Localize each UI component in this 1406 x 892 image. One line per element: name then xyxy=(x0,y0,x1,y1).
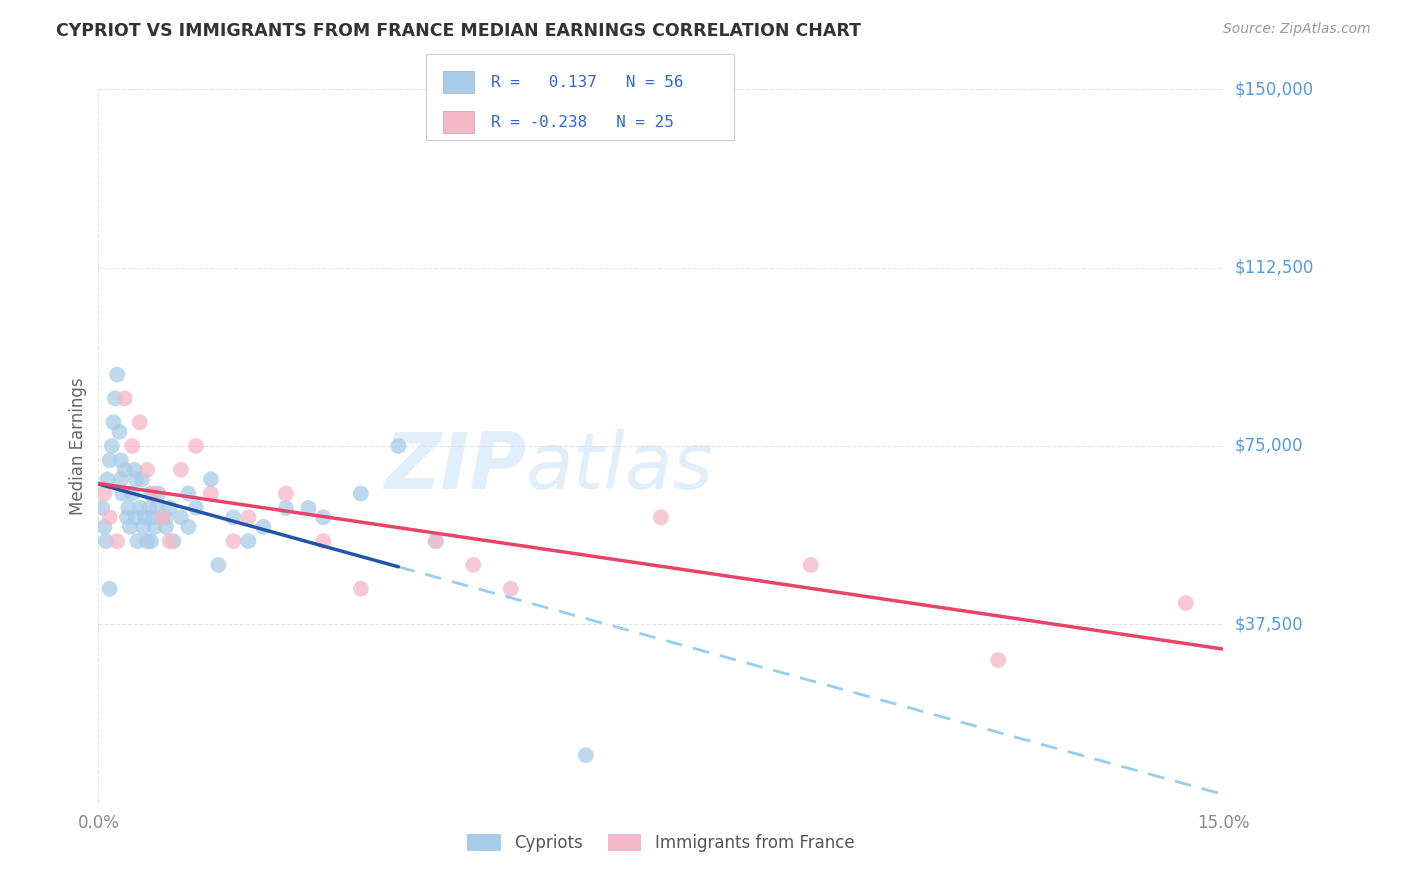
Point xyxy=(387,439,409,453)
Point xyxy=(139,486,162,500)
Point xyxy=(150,510,173,524)
Point xyxy=(136,463,159,477)
Point xyxy=(222,510,245,524)
Point xyxy=(121,439,143,453)
Point xyxy=(575,748,598,763)
Point xyxy=(184,500,207,515)
Text: $75,000: $75,000 xyxy=(1234,437,1303,455)
Point xyxy=(93,520,115,534)
Point xyxy=(177,520,200,534)
Point xyxy=(200,486,222,500)
Point xyxy=(155,520,177,534)
Point xyxy=(141,510,163,524)
Point xyxy=(132,520,155,534)
Point xyxy=(105,534,128,549)
Point xyxy=(105,368,128,382)
Point xyxy=(121,486,143,500)
Legend: Cypriots, Immigrants from France: Cypriots, Immigrants from France xyxy=(461,827,860,859)
Point xyxy=(1174,596,1197,610)
Point xyxy=(124,463,146,477)
Point xyxy=(143,520,166,534)
Point xyxy=(162,534,184,549)
Point xyxy=(155,510,177,524)
Point xyxy=(125,472,148,486)
Point xyxy=(96,472,118,486)
Point xyxy=(177,486,200,500)
Point xyxy=(104,392,127,406)
Point xyxy=(136,534,159,549)
Point xyxy=(274,500,297,515)
Point xyxy=(117,500,139,515)
Point xyxy=(297,500,319,515)
Point xyxy=(118,520,141,534)
Point xyxy=(146,500,169,515)
Text: R =   0.137   N = 56: R = 0.137 N = 56 xyxy=(491,75,683,89)
Point xyxy=(98,510,121,524)
Point xyxy=(207,558,229,572)
Text: Source: ZipAtlas.com: Source: ZipAtlas.com xyxy=(1223,22,1371,37)
Point xyxy=(159,500,181,515)
Point xyxy=(111,486,134,500)
Point xyxy=(125,510,148,524)
Point xyxy=(650,510,672,524)
Text: atlas: atlas xyxy=(526,429,714,506)
Text: CYPRIOT VS IMMIGRANTS FROM FRANCE MEDIAN EARNINGS CORRELATION CHART: CYPRIOT VS IMMIGRANTS FROM FRANCE MEDIAN… xyxy=(56,22,862,40)
Point xyxy=(463,558,485,572)
Point xyxy=(222,534,245,549)
Point xyxy=(499,582,522,596)
Point xyxy=(252,520,274,534)
Point xyxy=(91,500,114,515)
Point xyxy=(131,472,153,486)
Text: ZIP: ZIP xyxy=(384,429,526,506)
Point xyxy=(98,582,121,596)
Point xyxy=(101,439,124,453)
Text: R = -0.238   N = 25: R = -0.238 N = 25 xyxy=(491,115,673,129)
Point xyxy=(148,486,170,500)
Point xyxy=(110,472,132,486)
Point xyxy=(94,534,117,549)
Point xyxy=(103,415,125,429)
Text: $37,500: $37,500 xyxy=(1234,615,1303,633)
Point xyxy=(200,472,222,486)
Point xyxy=(128,500,150,515)
Point xyxy=(184,439,207,453)
Point xyxy=(139,534,162,549)
Point xyxy=(238,510,260,524)
Point xyxy=(800,558,823,572)
Point xyxy=(110,453,132,467)
Point xyxy=(350,486,373,500)
Point xyxy=(425,534,447,549)
Point xyxy=(312,510,335,524)
Point xyxy=(128,415,150,429)
Point xyxy=(108,425,131,439)
Point xyxy=(159,534,181,549)
Point xyxy=(170,510,193,524)
Point xyxy=(93,486,115,500)
Point xyxy=(138,500,160,515)
Point xyxy=(115,510,138,524)
Point xyxy=(143,486,166,500)
Y-axis label: Median Earnings: Median Earnings xyxy=(69,377,87,515)
Point xyxy=(150,510,173,524)
Point xyxy=(114,463,136,477)
Point xyxy=(350,582,373,596)
Point xyxy=(170,463,193,477)
Point xyxy=(238,534,260,549)
Point xyxy=(987,653,1010,667)
Point xyxy=(274,486,297,500)
Point xyxy=(127,534,149,549)
Point xyxy=(425,534,447,549)
Text: $150,000: $150,000 xyxy=(1234,80,1313,98)
Point xyxy=(312,534,335,549)
Point xyxy=(98,453,121,467)
Text: $112,500: $112,500 xyxy=(1234,259,1313,277)
Point xyxy=(134,510,156,524)
Point xyxy=(114,392,136,406)
